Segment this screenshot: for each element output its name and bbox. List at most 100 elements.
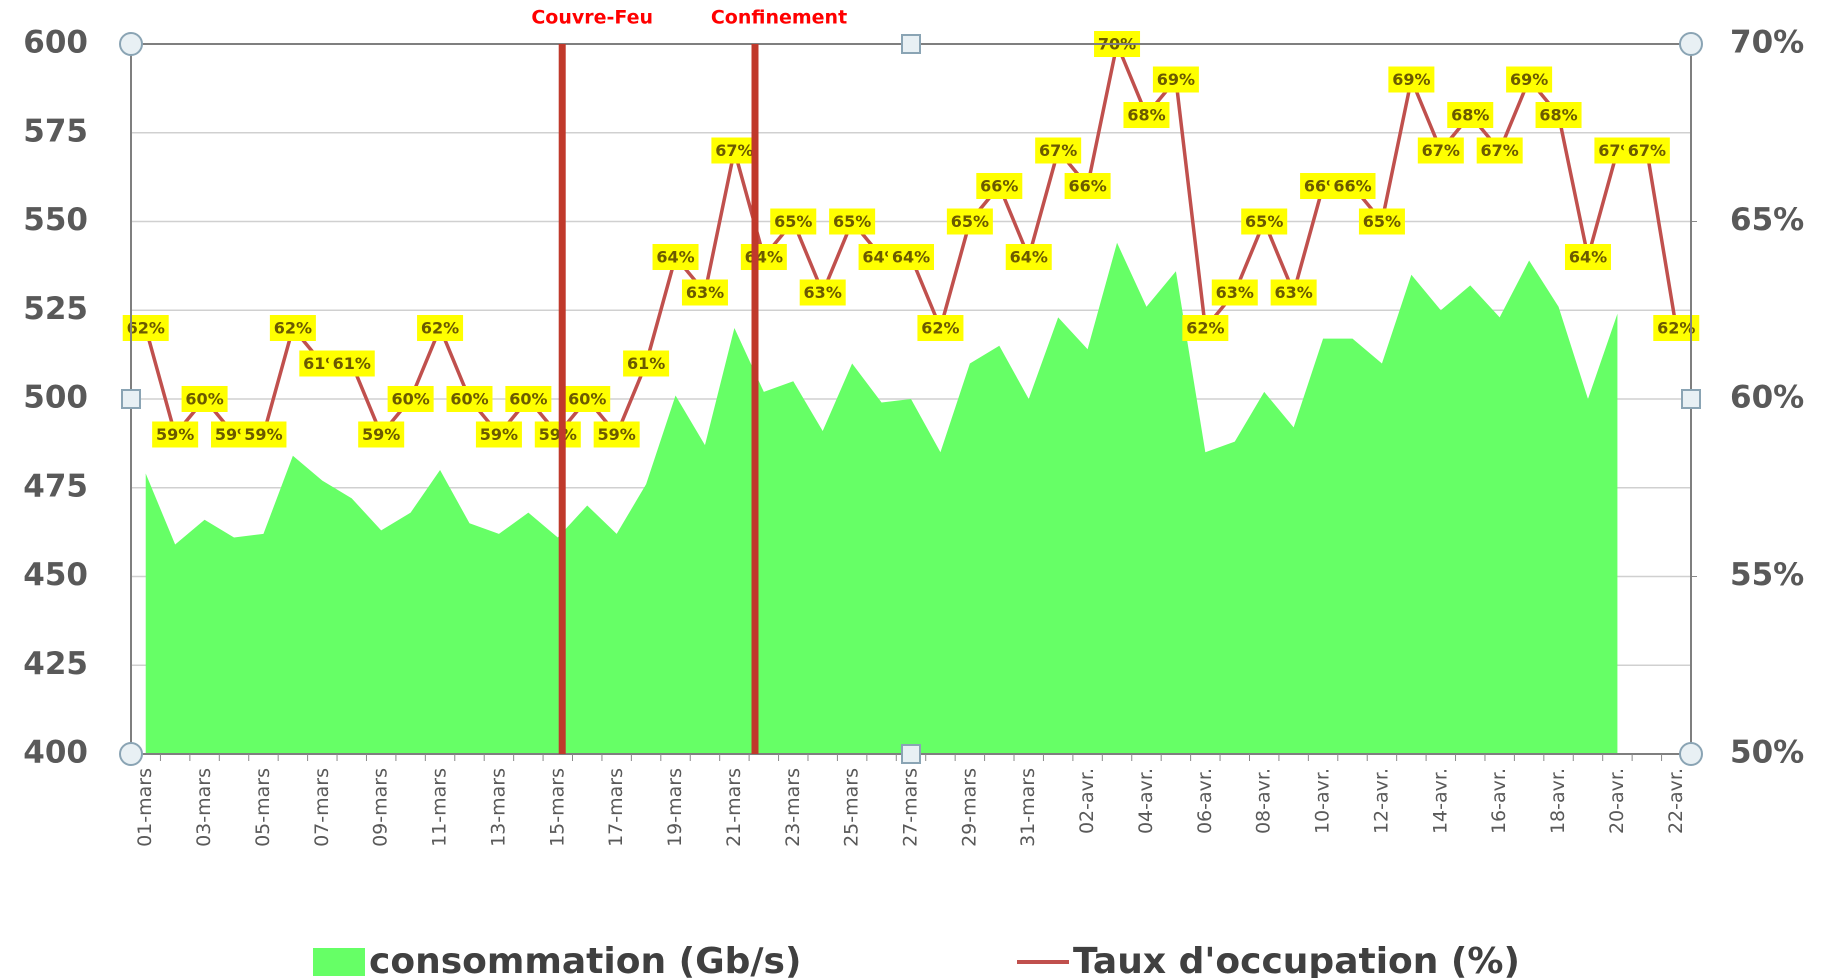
data-label: 60% bbox=[391, 390, 429, 409]
data-label-box bbox=[1476, 137, 1523, 164]
data-label-box bbox=[1329, 173, 1376, 199]
x-tick-label: 19-mars bbox=[664, 768, 686, 847]
data-label-box bbox=[534, 421, 581, 448]
data-label-box bbox=[358, 421, 405, 448]
data-label: 69% bbox=[1157, 70, 1195, 89]
x-tick-label: 17-mars bbox=[605, 768, 627, 847]
y2-tick-label: 55% bbox=[1730, 557, 1804, 593]
x-tick-label: 07-mars bbox=[311, 768, 333, 847]
data-label-box bbox=[1035, 137, 1082, 164]
data-label-box bbox=[829, 208, 876, 235]
data-label: 65% bbox=[774, 212, 812, 231]
data-label-box bbox=[269, 315, 316, 341]
data-label: 69% bbox=[1510, 70, 1548, 89]
data-label: 61% bbox=[333, 354, 371, 373]
x-tick-label: 20-avr. bbox=[1606, 768, 1628, 834]
x-tick-label: 27-mars bbox=[900, 768, 922, 847]
data-label: 68% bbox=[1451, 106, 1489, 125]
data-label-box bbox=[976, 173, 1023, 199]
legend-label: Taux d'occupation (%) bbox=[1073, 941, 1520, 978]
data-label: 66% bbox=[1333, 177, 1371, 196]
data-label: 64% bbox=[656, 248, 694, 267]
x-tick-label: 01-mars bbox=[134, 768, 156, 847]
x-tick-label: 18-avr. bbox=[1547, 768, 1569, 834]
data-label-box bbox=[770, 208, 817, 235]
data-label: 65% bbox=[1245, 212, 1283, 231]
data-label: 59% bbox=[156, 425, 194, 444]
data-label: 67% bbox=[1422, 141, 1460, 160]
data-label: 59% bbox=[598, 425, 636, 444]
selection-handle bbox=[901, 34, 921, 54]
data-label-box bbox=[1064, 173, 1111, 199]
data-label-box bbox=[152, 421, 199, 448]
y-tick-label: 450 bbox=[23, 557, 88, 593]
data-label: 67% bbox=[1039, 141, 1077, 160]
data-label: 67% bbox=[715, 141, 753, 160]
data-label-box bbox=[946, 208, 993, 235]
x-tick-label: 05-mars bbox=[252, 768, 274, 847]
legend-swatch bbox=[313, 948, 365, 976]
x-tick-label: 16-avr. bbox=[1488, 768, 1510, 834]
x-tick-label: 29-mars bbox=[958, 768, 980, 847]
x-tick-label: 15-mars bbox=[546, 768, 568, 847]
data-label: 60% bbox=[568, 390, 606, 409]
selection-handle bbox=[901, 744, 921, 764]
data-label: 63% bbox=[1216, 283, 1254, 302]
y-tick-label: 500 bbox=[23, 380, 88, 416]
data-label-box bbox=[505, 386, 552, 412]
data-label-box bbox=[564, 386, 611, 412]
data-label: 62% bbox=[921, 319, 959, 338]
data-label-box bbox=[1211, 279, 1258, 306]
x-tick-label: 03-mars bbox=[193, 768, 215, 847]
data-label: 64% bbox=[1569, 248, 1607, 267]
data-label-box bbox=[1506, 66, 1553, 93]
y-tick-label: 600 bbox=[23, 25, 88, 61]
data-label: 64% bbox=[892, 248, 930, 267]
selection-handle bbox=[119, 742, 143, 766]
data-label-box bbox=[681, 279, 728, 306]
data-label: 59% bbox=[539, 425, 577, 444]
data-label: 63% bbox=[804, 283, 842, 302]
data-label: 63% bbox=[1274, 283, 1312, 302]
data-label-box bbox=[740, 244, 787, 270]
x-tick-label: 08-avr. bbox=[1253, 768, 1275, 834]
data-label: 60% bbox=[185, 390, 223, 409]
data-label-box bbox=[1388, 66, 1435, 93]
data-label: 60% bbox=[509, 390, 547, 409]
data-label-box bbox=[240, 421, 287, 448]
y-tick-label: 575 bbox=[23, 113, 88, 149]
selection-handle bbox=[1681, 389, 1701, 409]
data-label-box bbox=[623, 350, 670, 377]
data-label: 66% bbox=[1068, 177, 1106, 196]
data-label: 65% bbox=[951, 212, 989, 231]
selection-handle bbox=[121, 389, 141, 409]
data-label-box bbox=[652, 244, 699, 270]
data-label: 64% bbox=[1010, 248, 1048, 267]
data-label-box bbox=[328, 350, 375, 377]
data-label: 65% bbox=[1363, 212, 1401, 231]
data-label: 65% bbox=[833, 212, 871, 231]
y-tick-label: 425 bbox=[23, 646, 88, 682]
data-label-box bbox=[1623, 137, 1670, 164]
data-label: 61% bbox=[627, 354, 665, 373]
selection-handle bbox=[119, 32, 143, 56]
y2-tick-label: 50% bbox=[1730, 735, 1804, 771]
data-label: 68% bbox=[1127, 106, 1165, 125]
x-tick-label: 31-mars bbox=[1017, 768, 1039, 847]
data-label: 67% bbox=[1481, 141, 1519, 160]
x-tick-label: 13-mars bbox=[487, 768, 509, 847]
x-tick-label: 09-mars bbox=[370, 768, 392, 847]
x-tick-label: 02-avr. bbox=[1076, 768, 1098, 834]
y2-tick-label: 60% bbox=[1730, 380, 1804, 416]
data-label: 59% bbox=[362, 425, 400, 444]
y-tick-label: 475 bbox=[23, 468, 88, 504]
data-label-box bbox=[181, 386, 228, 412]
y-tick-label: 400 bbox=[23, 735, 88, 771]
area bbox=[145, 242, 1618, 755]
data-label: 62% bbox=[1186, 319, 1224, 338]
y2-tick-label: 70% bbox=[1730, 25, 1804, 61]
data-label-box bbox=[888, 244, 934, 270]
data-label: 62% bbox=[127, 319, 165, 338]
annotation-text: Confinement bbox=[711, 7, 847, 29]
